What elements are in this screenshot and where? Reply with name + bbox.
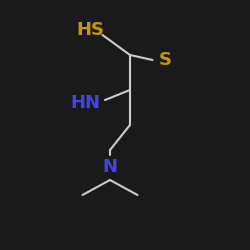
Text: HS: HS bbox=[76, 21, 104, 39]
Text: N: N bbox=[102, 158, 118, 176]
Text: HN: HN bbox=[70, 94, 100, 112]
Text: S: S bbox=[158, 51, 172, 69]
